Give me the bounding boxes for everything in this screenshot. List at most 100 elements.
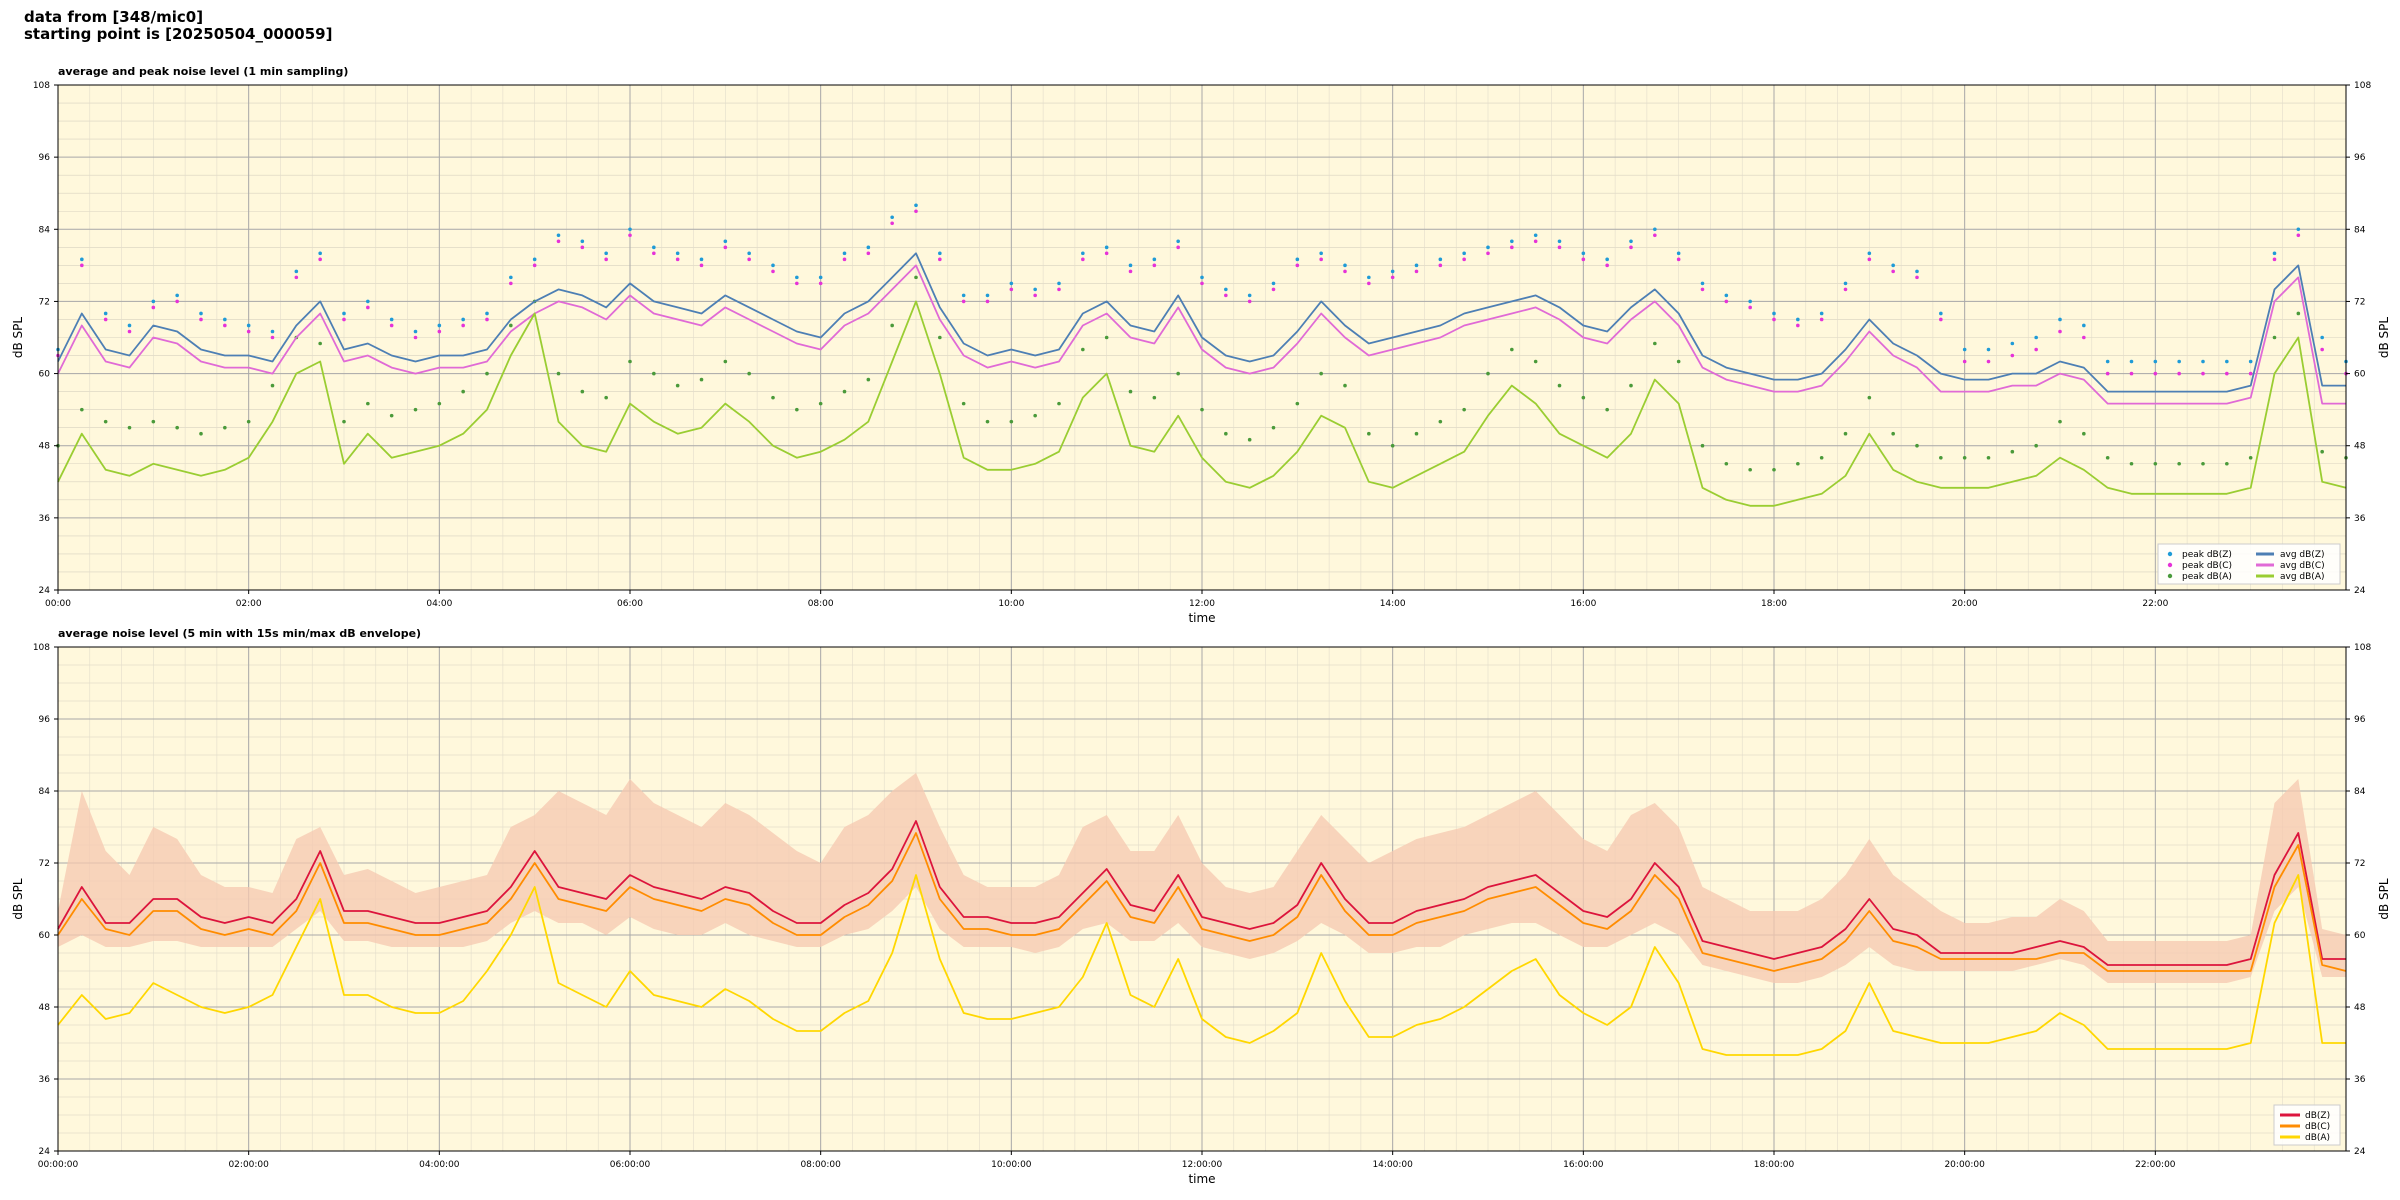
top-point-peak_a — [1939, 455, 1943, 460]
top-point-peak_c — [604, 257, 608, 262]
top-point-peak_a — [1009, 419, 1014, 424]
top-point-peak_c — [2248, 371, 2253, 376]
top-point-peak_a — [1962, 455, 1967, 460]
top-point-peak_z — [1176, 239, 1180, 244]
top-point-peak_c — [2225, 371, 2229, 376]
top-point-peak_a — [1057, 401, 1061, 406]
top-point-peak_a — [1462, 407, 1466, 412]
top-point-peak_c — [1772, 317, 1776, 322]
top-point-peak_c — [389, 323, 394, 328]
top-point-peak_c — [1462, 257, 1466, 262]
top-point-peak_a — [1081, 347, 1085, 352]
top-point-peak_c — [675, 257, 680, 262]
top-point-peak_z — [842, 251, 847, 256]
top-point-peak_c — [842, 257, 847, 262]
bottom-ytick-right: 24 — [2354, 1147, 2366, 1157]
top-point-peak_a — [2153, 461, 2158, 466]
bottom-ytick-right: 108 — [2354, 643, 2371, 653]
top-point-peak_c — [1986, 359, 1991, 364]
top-point-peak_c — [318, 257, 322, 262]
top-point-peak_a — [389, 413, 394, 418]
top-point-peak_c — [1581, 257, 1586, 262]
top-xtick: 20:00 — [1952, 599, 1978, 609]
top-point-peak_z — [1700, 281, 1705, 286]
top-point-peak_c — [1200, 281, 1204, 286]
top-point-peak_z — [1772, 311, 1776, 316]
bottom-panel: average noise level (5 min with 15s min/… — [11, 627, 2391, 1186]
top-point-peak_z — [1057, 281, 1061, 286]
top-point-peak_a — [1653, 341, 1657, 346]
top-point-peak_a — [366, 401, 370, 406]
top-point-peak_c — [866, 251, 871, 256]
top-point-peak_a — [795, 407, 799, 412]
top-point-peak_z — [2129, 359, 2134, 364]
bottom-line-db_a — [57, 874, 2346, 1056]
top-point-peak_z — [604, 251, 608, 256]
top-point-peak_z — [1891, 263, 1895, 268]
top-point-peak_c — [1343, 269, 1347, 274]
top-point-peak_c — [1319, 257, 1323, 262]
top-point-peak_a — [723, 359, 728, 364]
top-point-peak_z — [318, 251, 322, 256]
top-point-peak_a — [80, 407, 84, 412]
top-point-peak_a — [1915, 443, 1919, 448]
top-point-peak_c — [771, 269, 775, 274]
top-ytick-right: 60 — [2354, 370, 2366, 380]
top-point-peak_z — [509, 275, 513, 280]
top-point-peak_c — [1128, 269, 1133, 274]
top-point-peak_c — [127, 329, 132, 334]
top-point-peak_z — [866, 245, 871, 250]
top-legend-label: avg dB(C) — [2280, 561, 2325, 571]
top-point-peak_a — [1724, 461, 1729, 466]
bottom-xtick: 20:00:00 — [1944, 1160, 1985, 1170]
top-point-peak_c — [1843, 287, 1848, 292]
top-legend-label: avg dB(Z) — [2280, 550, 2325, 560]
top-legend: peak dB(Z)peak dB(C)peak dB(A)avg dB(Z)a… — [2157, 543, 2341, 585]
top-point-peak_a — [199, 431, 203, 436]
top-point-peak_a — [413, 407, 418, 412]
top-point-peak_z — [2177, 359, 2181, 364]
top-point-peak_a — [580, 389, 585, 394]
top-ytick-left: 108 — [33, 81, 50, 91]
top-point-peak_z — [1581, 251, 1586, 256]
top-point-peak_z — [1224, 287, 1228, 292]
top-point-peak_a — [246, 419, 251, 424]
top-point-peak_c — [818, 281, 823, 286]
top-point-peak_z — [914, 203, 918, 208]
top-point-peak_c — [270, 335, 275, 340]
bottom-y-axis-label-left: dB SPL — [11, 878, 25, 920]
bottom-ytick-left: 96 — [39, 715, 51, 725]
top-point-peak_z — [1200, 275, 1204, 280]
top-point-peak_a — [2082, 431, 2086, 436]
bottom-xtick: 02:00:00 — [228, 1160, 269, 1170]
bottom-line-db_c — [57, 832, 2347, 972]
top-point-peak_c — [1390, 275, 1395, 280]
top-point-peak_c — [1271, 287, 1276, 292]
top-point-peak_z — [1653, 227, 1657, 232]
top-point-peak_z — [532, 257, 537, 262]
top-point-peak_a — [1819, 455, 1824, 460]
top-point-peak_a — [961, 401, 966, 406]
bottom-ytick-right: 48 — [2354, 1003, 2366, 1013]
top-point-peak_z — [985, 293, 990, 298]
top-point-peak_a — [818, 401, 823, 406]
top-point-peak_a — [1128, 389, 1133, 394]
top-point-peak_a — [1629, 383, 1633, 388]
top-point-peak_z — [1605, 257, 1609, 262]
top-point-peak_z — [127, 323, 132, 328]
top-point-peak_a — [1605, 407, 1609, 412]
top-point-peak_a — [2177, 461, 2181, 466]
top-point-peak_z — [294, 269, 299, 274]
bottom-ytick-left: 84 — [39, 787, 51, 797]
top-point-peak_z — [1367, 275, 1371, 280]
bottom-legend-label: dB(Z) — [2305, 1111, 2330, 1121]
top-point-peak_c — [1247, 299, 1252, 304]
bottom-xtick: 12:00:00 — [1182, 1160, 1223, 1170]
top-point-peak_a — [1843, 431, 1848, 436]
top-point-peak_c — [890, 221, 894, 226]
top-point-peak_a — [1104, 335, 1109, 340]
top-point-peak_a — [938, 335, 942, 340]
top-point-peak_c — [628, 233, 632, 238]
top-point-peak_a — [1438, 419, 1443, 424]
top-point-peak_z — [961, 293, 966, 298]
